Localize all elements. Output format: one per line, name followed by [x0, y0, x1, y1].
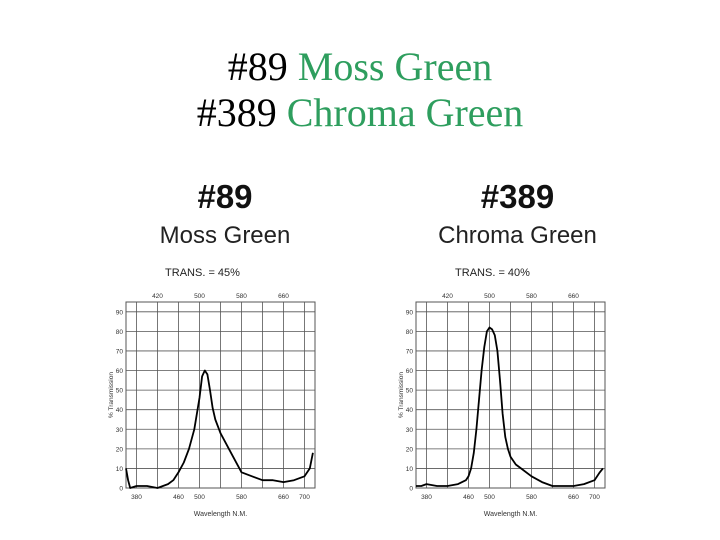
filter-name: Moss Green — [159, 222, 291, 249]
title-name-chroma-green: Chroma Green — [286, 90, 524, 135]
x-axis-label: Wavelength N.M. — [194, 511, 247, 518]
y-tick-label: 90 — [406, 309, 414, 316]
y-tick-label: 30 — [406, 427, 414, 434]
bottom-tick-label: 580 — [236, 494, 247, 501]
top-tick-label: 580 — [236, 293, 247, 300]
y-axis-label: % Transmission — [398, 372, 405, 418]
transmission-chart-389: TRANS. = 40% 0 10 20 30 40 50 60 70 80 90 420 500 580… — [398, 267, 606, 518]
top-tick-label: 420 — [442, 293, 453, 300]
y-tick-label: 70 — [406, 348, 414, 355]
bottom-tick-label: 580 — [526, 494, 537, 501]
filter-number: #389 — [480, 178, 555, 215]
bottom-tick-label: 500 — [194, 494, 205, 501]
y-tick-label: 80 — [116, 329, 124, 336]
top-tick-label: 580 — [526, 293, 537, 300]
y-tick-label: 60 — [406, 368, 414, 375]
y-tick-label: 60 — [116, 368, 124, 375]
y-tick-label: 50 — [406, 388, 414, 395]
title-number-389: #389 — [196, 90, 277, 135]
top-tick-label: 500 — [484, 293, 495, 300]
bottom-tick-label: 700 — [299, 494, 310, 501]
top-tick-label: 660 — [568, 293, 579, 300]
bottom-tick-label: 700 — [589, 494, 600, 501]
transmission-chart-89: TRANS. = 45% 0 10 20 30 40 50 60 70 80 90 420 500 580… — [108, 267, 316, 518]
transmission-curve — [125, 369, 314, 489]
bottom-tick-label: 500 — [484, 494, 495, 501]
transmission-curve — [416, 326, 604, 487]
bottom-tick-label: 380 — [131, 494, 142, 501]
slide-title: #89 Moss Green #389 Chroma Green — [0, 44, 720, 136]
y-tick-label: 40 — [406, 407, 414, 414]
bottom-tick-label: 460 — [463, 494, 474, 501]
y-tick-label: 10 — [406, 466, 414, 473]
title-name-moss-green: Moss Green — [297, 44, 493, 89]
x-axis-label: Wavelength N.M. — [484, 511, 537, 518]
trans-annotation: TRANS. = 40% — [455, 267, 530, 279]
title-number-89: #89 — [227, 44, 288, 89]
filter-name: Chroma Green — [438, 222, 597, 249]
y-tick-label: 40 — [116, 407, 124, 414]
y-tick-label: 70 — [116, 348, 124, 355]
y-tick-label: 50 — [116, 388, 124, 395]
filter-panel-389: #389 Chroma Green TRANS. = 40% 0 10 20 30 40 5… — [398, 178, 630, 523]
top-tick-label: 420 — [152, 293, 163, 300]
top-tick-label: 660 — [278, 293, 289, 300]
y-tick-label: 10 — [116, 466, 124, 473]
bottom-tick-label: 660 — [568, 494, 579, 501]
filter-number: #89 — [197, 178, 253, 215]
top-tick-label: 500 — [194, 293, 205, 300]
y-tick-label: 30 — [116, 427, 124, 434]
filter-panel-89: #89 Moss Green TRANS. = 45% 0 10 20 30 40 50 60… — [108, 178, 340, 523]
y-tick-label: 0 — [119, 486, 123, 493]
bottom-tick-label: 660 — [278, 494, 289, 501]
title-line-2: #389 Chroma Green — [0, 90, 720, 136]
y-tick-label: 0 — [409, 486, 413, 493]
title-line-1: #89 Moss Green — [0, 44, 720, 90]
y-tick-label: 20 — [406, 446, 414, 453]
bottom-tick-label: 460 — [173, 494, 184, 501]
trans-annotation: TRANS. = 45% — [165, 267, 240, 279]
y-tick-label: 20 — [116, 446, 124, 453]
y-tick-label: 90 — [116, 309, 124, 316]
bottom-tick-label: 380 — [421, 494, 432, 501]
y-axis-label: % Transmission — [108, 372, 115, 418]
y-tick-label: 80 — [406, 329, 414, 336]
